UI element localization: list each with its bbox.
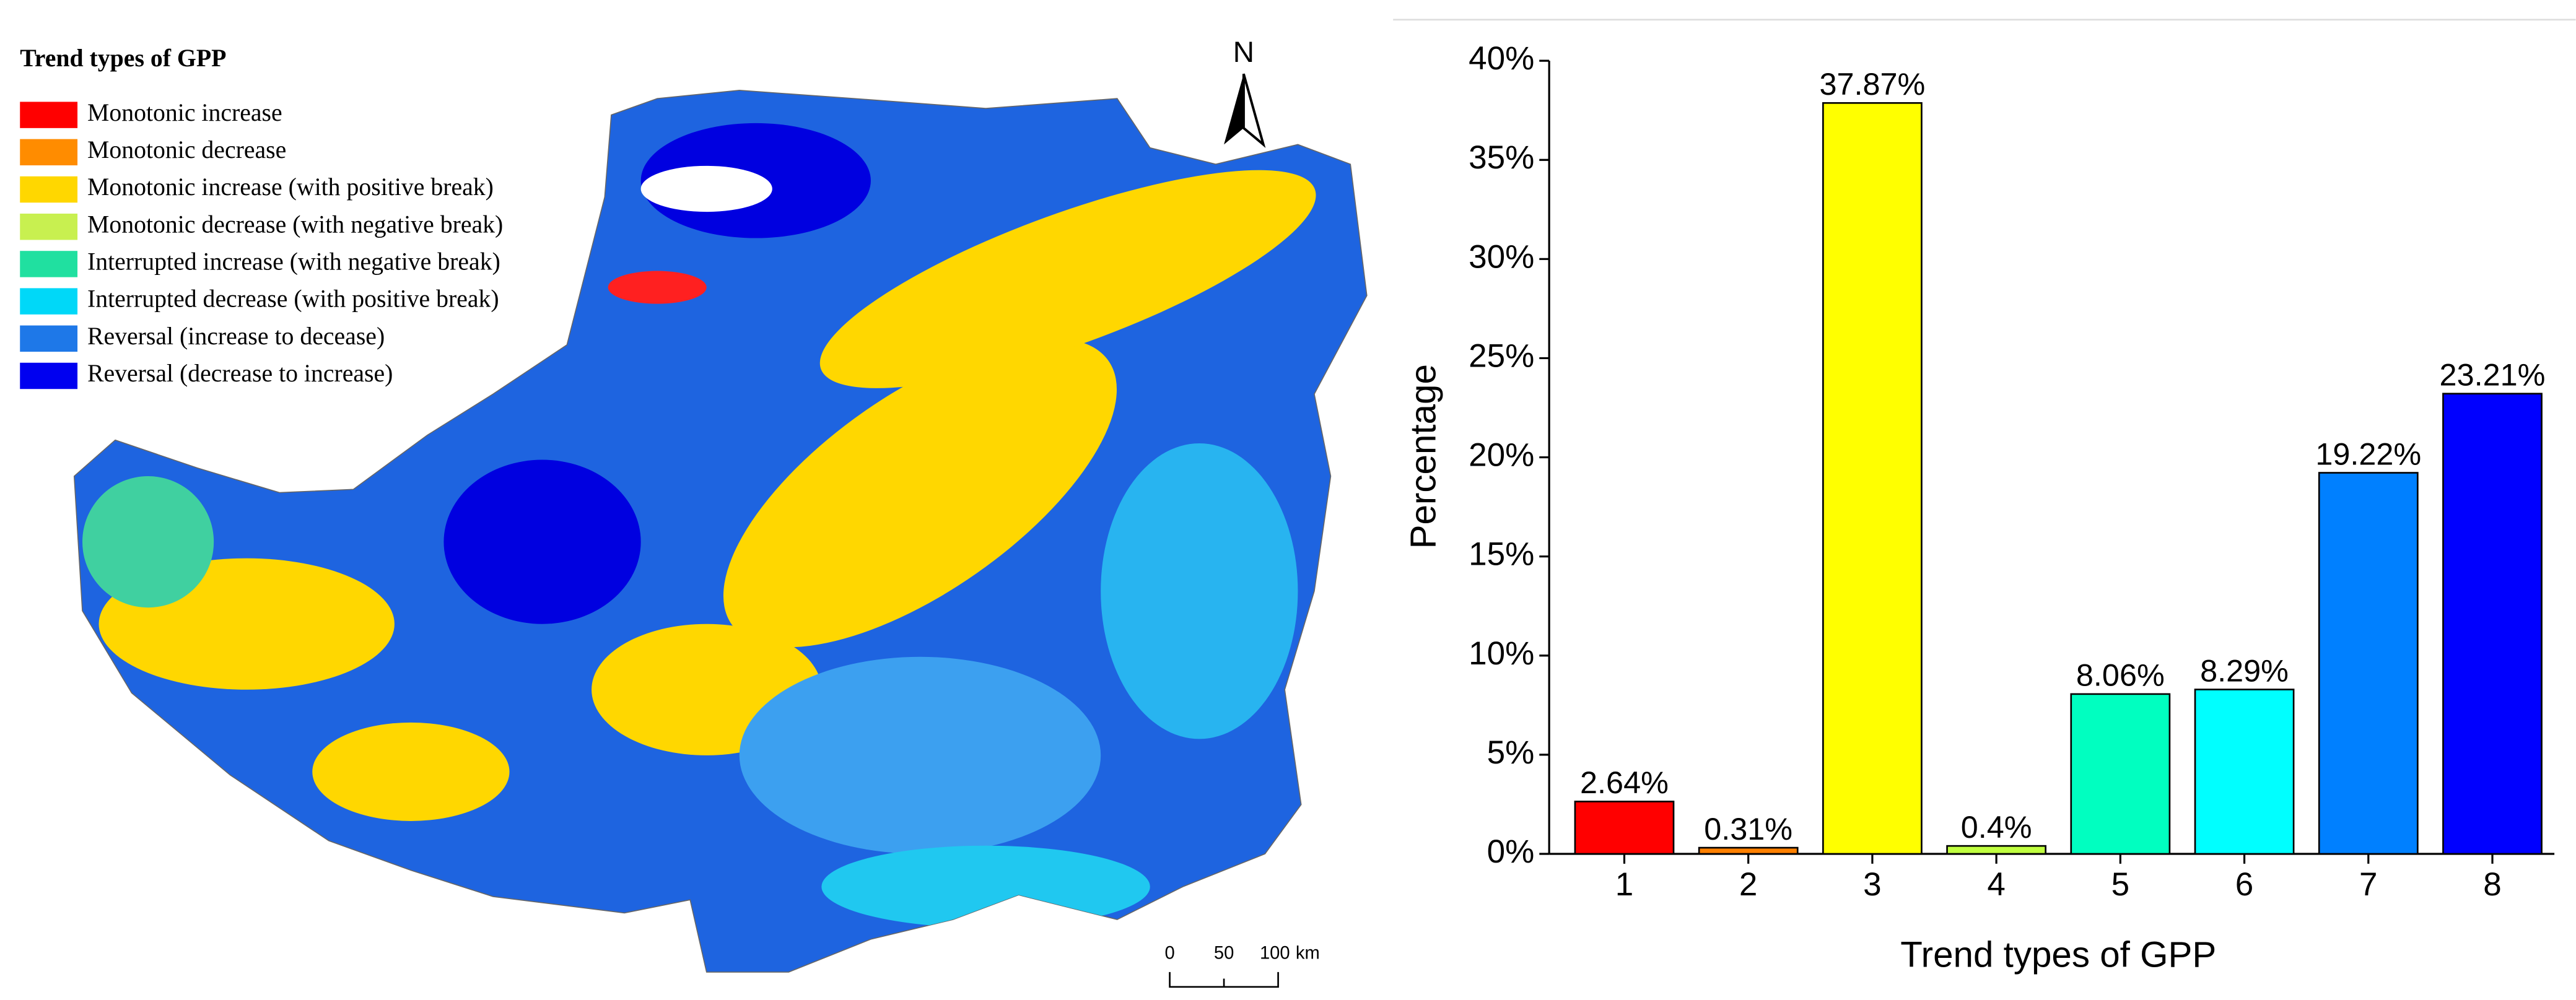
x-tick-label: 3 — [1863, 866, 1882, 903]
x-axis-title: Trend types of GPP — [1900, 934, 2216, 975]
scale-label: km — [1296, 943, 1320, 963]
x-tick-label: 6 — [2235, 866, 2254, 903]
legend-swatch — [20, 251, 78, 277]
value-label: 23.21% — [2440, 357, 2546, 393]
bar-chart: Percentage Trend types of GPP 0% 5% 10% 15%… — [1404, 40, 2555, 975]
legend-swatch — [20, 139, 78, 166]
x-tick-label: 7 — [2359, 866, 2378, 903]
y-tick-label: 35% — [1469, 139, 1534, 176]
x-tick-label: 4 — [1987, 866, 2006, 903]
north-arrow-right — [1242, 73, 1266, 148]
legend-label: Reversal (increase to decease) — [87, 323, 385, 350]
legend-swatch — [20, 214, 78, 240]
legend-label: Monotonic increase — [87, 99, 282, 126]
legend-label: Interrupted decrease (with positive brea… — [87, 285, 499, 313]
bar — [1822, 102, 1923, 855]
scale-bar-line — [1169, 972, 1279, 988]
bar — [2194, 689, 2295, 855]
bar — [1574, 801, 1675, 855]
y-tick-label: 0% — [1487, 833, 1535, 870]
map — [73, 90, 1368, 973]
legend-label: Interrupted increase (with negative brea… — [87, 248, 500, 276]
legend-swatch — [20, 325, 78, 352]
bar — [2442, 393, 2543, 855]
bar — [1698, 846, 1799, 855]
y-axis-title: Percentage — [1404, 364, 1444, 549]
legend-label: Reversal (decrease to increase) — [87, 360, 393, 387]
y-tick-label: 5% — [1487, 734, 1535, 771]
north-label: N — [1233, 36, 1254, 69]
value-label: 19.22% — [2315, 436, 2421, 471]
value-label: 2.64% — [1580, 765, 1669, 800]
scale-bar: 0 50 100 km — [1164, 943, 1320, 988]
y-tick-label: 30% — [1469, 238, 1534, 275]
bar — [2318, 472, 2419, 855]
map-patches — [82, 123, 1316, 928]
scale-label: 0 — [1164, 943, 1174, 963]
legend: Monotonic increase Monotonic decrease Mono… — [20, 99, 503, 389]
y-tick-label: 40% — [1469, 40, 1534, 77]
legend-swatch — [20, 102, 78, 128]
value-label: 8.29% — [2200, 653, 2289, 688]
value-label: 0.4% — [1961, 809, 2032, 845]
scale-label: 100 — [1260, 943, 1290, 963]
value-label: 0.31% — [1704, 811, 1792, 846]
x-tick-label: 8 — [2483, 866, 2502, 903]
y-tick-label: 15% — [1469, 536, 1534, 573]
y-tick-label: 10% — [1469, 635, 1534, 672]
legend-label: Monotonic decrease (with negative break) — [87, 211, 503, 238]
value-label: 37.87% — [1819, 66, 1925, 102]
north-arrow: N — [1224, 36, 1266, 148]
north-arrow-left — [1224, 74, 1244, 145]
bar — [2070, 693, 2171, 855]
legend-label: Monotonic decrease — [87, 136, 286, 163]
y-tick-label: 20% — [1469, 437, 1534, 474]
legend-label: Monotonic increase (with positive break) — [87, 173, 494, 201]
legend-swatch — [20, 176, 78, 203]
bar — [1946, 845, 2047, 855]
legend-title: Trend types of GPP — [20, 45, 226, 72]
value-label: 8.06% — [2076, 658, 2165, 693]
x-tick-label: 5 — [2111, 866, 2130, 903]
x-tick-label: 1 — [1615, 866, 1634, 903]
legend-swatch — [20, 362, 78, 389]
scale-label: 50 — [1214, 943, 1234, 963]
y-tick-label: 25% — [1469, 337, 1534, 374]
legend-swatch — [20, 288, 78, 315]
x-tick-label: 2 — [1739, 866, 1758, 903]
